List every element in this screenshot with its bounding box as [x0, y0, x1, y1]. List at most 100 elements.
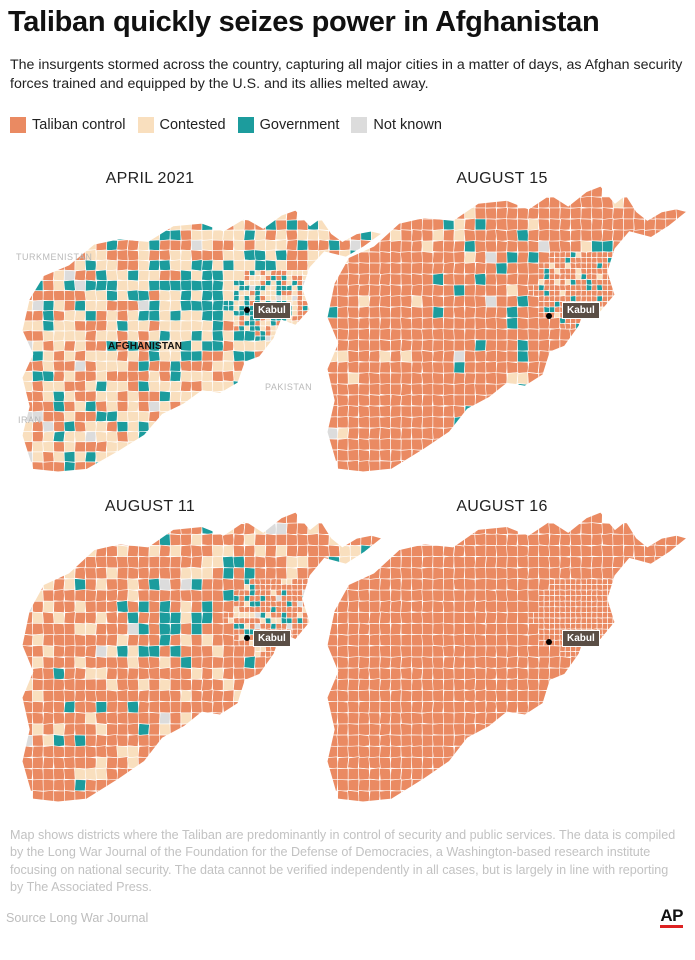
district-taliban [453, 667, 466, 681]
district-taliban [564, 650, 571, 658]
district-contested [336, 250, 350, 264]
district-contested [95, 249, 108, 261]
district-taliban [400, 240, 413, 253]
district-taliban [452, 306, 466, 319]
district-contested [53, 320, 65, 332]
district-taliban [232, 701, 246, 714]
district-taliban [580, 623, 587, 630]
district-government [570, 295, 577, 303]
district-taliban [538, 623, 545, 630]
district-contested [254, 650, 261, 658]
district-taliban [201, 645, 214, 658]
district-government [275, 279, 282, 287]
district-contested [116, 269, 129, 282]
district-taliban [137, 689, 150, 703]
district-government [280, 285, 288, 292]
district-contested [275, 229, 288, 241]
district-taliban [591, 273, 598, 281]
district-taliban [31, 360, 45, 372]
district-taliban [442, 261, 455, 275]
district-government [190, 279, 203, 292]
district-taliban [368, 778, 381, 792]
district-taliban [368, 372, 381, 386]
district-taliban [390, 383, 402, 396]
district-contested [127, 645, 140, 658]
district-taliban [485, 600, 498, 613]
district-taliban [464, 678, 476, 692]
district-contested [201, 370, 214, 383]
district-taliban [601, 617, 609, 624]
district-taliban [517, 689, 529, 703]
district-taliban [42, 779, 55, 792]
district-taliban [442, 578, 455, 591]
district-taliban [296, 295, 304, 301]
district-taliban [264, 512, 277, 525]
district-taliban [211, 689, 224, 703]
district-taliban [432, 577, 444, 591]
district-taliban [580, 578, 588, 585]
district-taliban [337, 339, 349, 352]
district-taliban [368, 734, 381, 747]
district-taliban [137, 656, 151, 669]
district-taliban [117, 701, 129, 714]
district-taliban [32, 623, 44, 635]
district-taliban [559, 544, 571, 558]
district-taliban [286, 533, 298, 547]
district-taliban [22, 722, 34, 736]
district-contested [63, 320, 76, 332]
district-taliban [368, 306, 381, 319]
district-contested [233, 249, 245, 262]
country-outline [326, 511, 689, 803]
district-unknown [254, 611, 261, 619]
district-contested [63, 578, 76, 591]
district-taliban [285, 239, 299, 252]
district-taliban [564, 623, 572, 630]
district-taliban [570, 322, 577, 330]
district-taliban [432, 633, 445, 647]
district-taliban [74, 700, 86, 714]
district-taliban [538, 567, 551, 580]
district-taliban [453, 645, 466, 658]
district-taliban [347, 416, 360, 430]
district-taliban [400, 361, 413, 374]
district-taliban [474, 250, 487, 264]
district-taliban [74, 745, 87, 758]
district-taliban [474, 611, 487, 625]
district-taliban [575, 284, 582, 291]
district-taliban [336, 678, 349, 692]
district-taliban [548, 578, 556, 586]
district-contested [336, 427, 350, 440]
district-taliban [410, 229, 424, 242]
district-taliban [106, 249, 118, 262]
district-taliban [612, 186, 624, 198]
district-taliban [53, 441, 65, 453]
district-taliban [180, 678, 192, 692]
district-government [201, 309, 214, 322]
district-government [148, 645, 161, 658]
district-taliban [116, 430, 129, 443]
district-taliban [63, 634, 76, 647]
district-taliban [336, 284, 350, 297]
district-taliban [74, 633, 87, 647]
district-taliban [585, 617, 593, 625]
panel-title-aug11: AUGUST 11 [104, 498, 196, 515]
district-taliban [495, 667, 508, 680]
district-unknown [484, 251, 498, 264]
district-taliban [84, 678, 97, 692]
district-taliban [442, 667, 455, 681]
district-taliban [105, 556, 119, 569]
district-taliban [368, 350, 381, 363]
district-taliban [575, 295, 582, 303]
district-taliban [190, 589, 203, 603]
district-taliban [95, 779, 107, 792]
district-taliban [537, 317, 551, 330]
district-contested [84, 544, 97, 558]
district-taliban [431, 667, 445, 681]
district-contested [233, 305, 240, 312]
district-contested [74, 600, 87, 613]
district-taliban [559, 256, 566, 264]
district-government [84, 400, 97, 413]
district-taliban [232, 544, 246, 558]
district-taliban [52, 410, 66, 423]
district-contested [291, 305, 298, 312]
